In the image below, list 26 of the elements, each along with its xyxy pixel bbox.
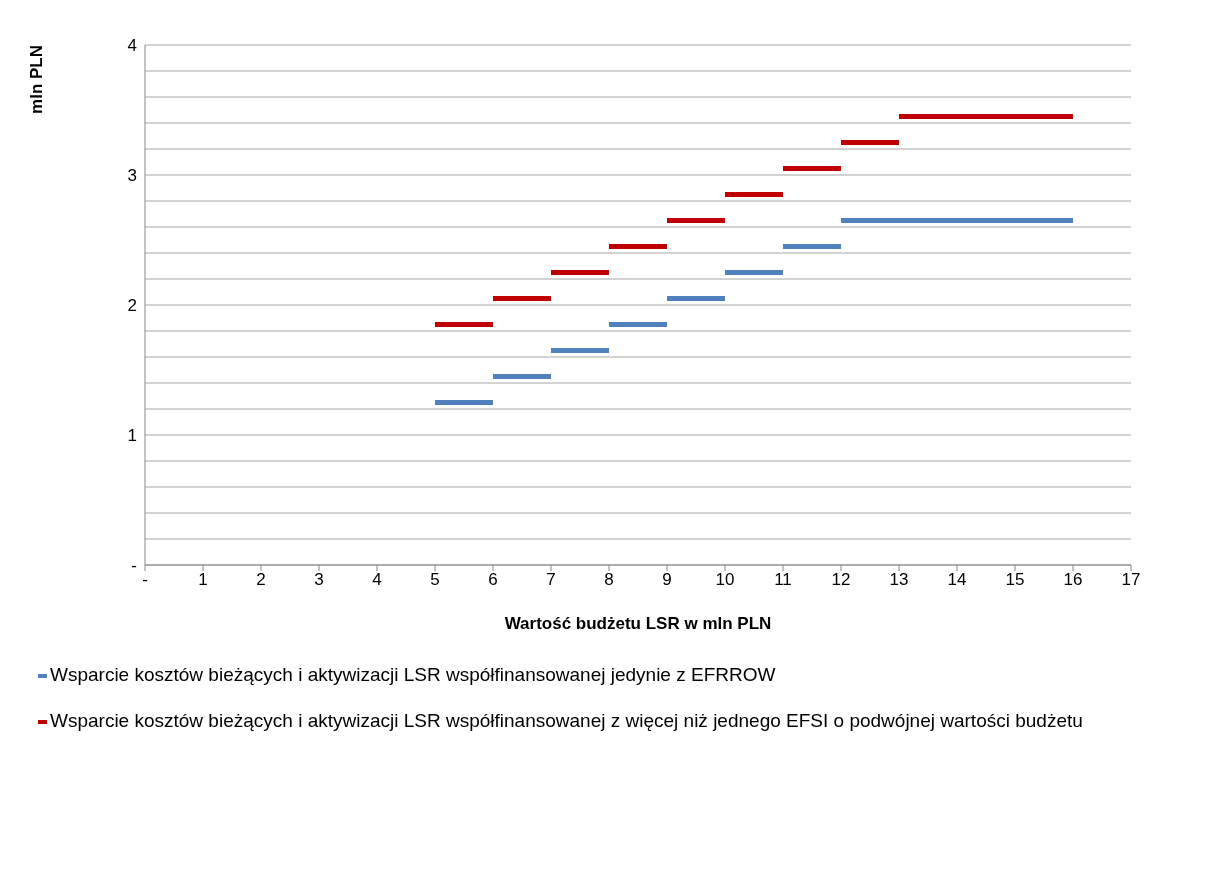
y-tick-label: 4 (127, 36, 137, 56)
x-tick-label: 1 (198, 570, 208, 590)
x-tick-label: 7 (546, 570, 556, 590)
x-tick-label: 12 (831, 570, 851, 590)
y-tick-label: 3 (127, 166, 137, 186)
x-tick-label: 9 (662, 570, 672, 590)
x-tick-label: 10 (715, 570, 735, 590)
y-axis-title: mln PLN (27, 45, 47, 114)
legend-label: Wsparcie kosztów bieżących i aktywizacji LSR współfinansowanej jedynie z EFRROW (50, 663, 776, 687)
x-tick-label: 11 (774, 570, 792, 590)
x-tick-label: 16 (1063, 570, 1083, 590)
x-tick-label: 17 (1121, 570, 1141, 590)
x-axis-title: Wartość budżetu LSR w mln PLN (504, 614, 772, 633)
legend-label: Wsparcie kosztów bieżących i aktywizacji LSR współfinansowanej z więcej niż jednego EFSI o podwójnej wartości budżetu (50, 709, 1083, 733)
y-tick-label: 2 (127, 296, 137, 316)
x-tick-label: 5 (430, 570, 440, 590)
y-tick-label: 1 (127, 426, 137, 446)
x-tick-label: 3 (314, 570, 324, 590)
y-tick-label: - (131, 556, 137, 576)
x-tick-label: 15 (1005, 570, 1025, 590)
x-tick-label: 6 (488, 570, 498, 590)
x-tick-label: 14 (947, 570, 967, 590)
x-tick-label: 13 (889, 570, 909, 590)
x-tick-label: 8 (604, 570, 614, 590)
x-tick-label: 4 (372, 570, 382, 590)
x-tick-label: 2 (256, 570, 266, 590)
